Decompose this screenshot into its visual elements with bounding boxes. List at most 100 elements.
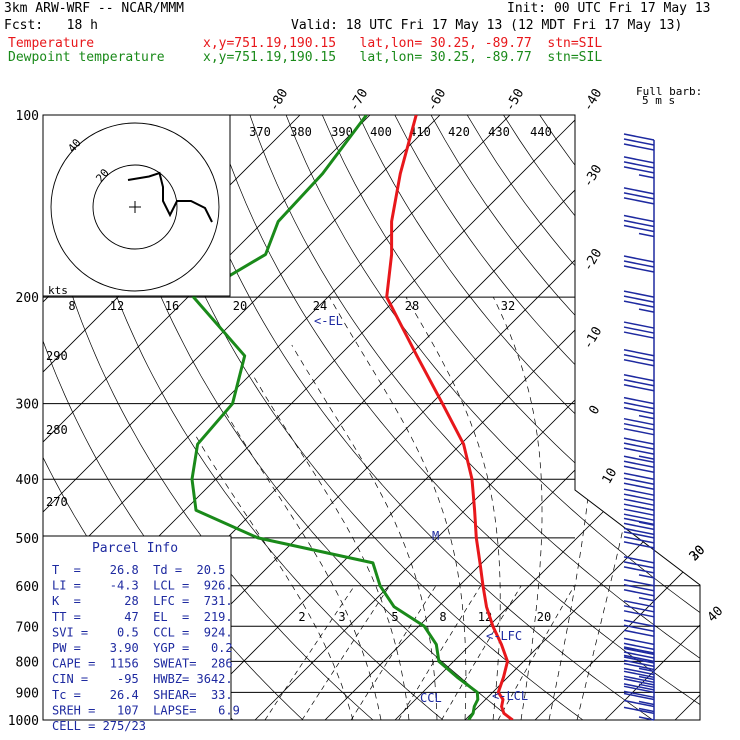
wind-barb [623,662,655,681]
pressure-label: 1000 [8,714,39,729]
dry-adiabat-line [648,115,700,720]
pressure-label: 400 [16,473,39,488]
temperature-tick-label: -30 [581,162,606,190]
pressure-label: 100 [16,109,39,124]
theta-label: 420 [448,125,470,139]
wind-barb [623,600,655,618]
theta-label: 290 [46,349,68,363]
hodograph-units: kts [48,284,68,297]
parcel-info-box: Parcel Info T = 26.8 Td = 20.5 LI = -4.3 L… [42,535,240,733]
theta-label: 390 [331,125,353,139]
pressure-label: 300 [16,398,39,413]
wind-barb [623,531,655,549]
dry-adiabat-line [503,115,700,720]
wind-barb [623,187,655,205]
theta-label: 270 [46,495,68,509]
wind-barb [623,321,655,339]
plot-header: 3km ARW-WRF -- NCAR/MMM Init: 00 UTC Fri… [0,0,740,80]
moist-adiabat-line [576,297,659,720]
pressure-label: 500 [16,532,39,547]
hodograph-trace [127,171,213,223]
dry-adiabat-line [430,115,700,720]
temperature-tick-label: -20 [581,246,606,274]
speed-axis-label: 16 [165,299,179,313]
sounding-annotation: M [432,529,439,543]
speed-axis-label: 20 [233,299,247,313]
dry-adiabat-line [575,115,700,720]
mixing-ratio-line [264,585,355,720]
speed-axis-label: 32 [501,299,515,313]
isotherm-line [43,115,441,720]
plot-frame [43,114,701,721]
theta-label: 430 [488,125,510,139]
isotherm-line [43,115,371,720]
theta-label: 410 [409,125,431,139]
mixing-ratio-label: 3 [338,610,345,624]
wind-barb [623,699,655,713]
temperature-tick-label: -80 [267,86,292,114]
forecast-hour: Fcst: 18 h [4,18,98,33]
wind-barb [623,646,655,664]
temperature-tick-label: -50 [503,86,528,114]
wind-barb [623,156,655,179]
wind-barb [623,133,655,151]
temperature-tick-label: 10 [600,466,621,487]
hodograph-ring [92,164,178,250]
theta-label: 280 [46,423,68,437]
wind-barb [623,488,655,511]
wind-barb [623,654,655,673]
isotherm-line [464,115,700,720]
model-title: 3km ARW-WRF -- NCAR/MMM [4,1,185,16]
mixing-ratio-label: 20 [537,610,551,624]
wind-barb [623,692,655,706]
temperature-tick-label: -70 [347,86,372,114]
wind-barb [623,374,655,392]
temperature-tick-label: 0 [587,403,604,417]
moist-adiabat-line [329,296,467,720]
valid-time: Valid: 18 UTC Fri 17 May 13 (12 MDT Fri … [291,18,683,33]
pressure-label: 900 [16,686,39,701]
isotherm-line [43,115,511,720]
parcel-info-row: CIN = -95 HWBZ= 3642. [52,672,233,686]
parcel-info-row: K = 28 LFC = 731. [52,594,233,608]
dry-adiabat-line [104,115,514,720]
temperature-trace [385,115,514,720]
dry-adiabat-line [321,115,700,720]
wind-barb [623,255,655,273]
wind-barb [623,472,655,490]
pressure-label: 200 [16,291,39,306]
speed-axis-label: 24 [313,299,327,313]
wind-barb [623,556,655,579]
theta-label: 380 [290,125,312,139]
parcel-info-row: CELL = 275/23 [52,719,146,733]
dry-adiabat-line [539,115,700,720]
sounding-annotation: <-LCL [492,689,528,703]
mixing-ratio-line [301,585,390,720]
dry-adiabat-line [611,115,700,720]
temperature-tick-label: -40 [581,86,606,114]
parcel-info-row: SREH = 107 LAPSE= 6.9 [52,703,240,717]
dewpoint-location: x,y=751.19,190.15 lat,lon= 30.25, -89.77… [203,50,603,65]
parcel-info-row: CAPE = 1156 SWEAT= 286 [52,657,233,671]
pressure-label: 600 [16,580,39,595]
wind-barbs: Full barb:5 m s [623,85,702,721]
dry-adiabat-line [177,115,654,720]
wind-barb [623,670,655,689]
dry-adiabat-line [394,115,700,720]
wind-barb [623,517,655,536]
parcel-info-row: TT = 47 EL = 219. [52,610,233,624]
init-time: Init: 00 UTC Fri 17 May 13 [507,1,711,16]
mixing-ratio-label: 2 [298,610,305,624]
isotherm-line [184,115,700,720]
dry-adiabat-line [684,115,700,720]
wind-barb [623,437,655,460]
dry-adiabat-line [68,115,444,720]
isotherm-line [254,115,700,720]
wind-barb [638,716,655,721]
theta-label: 440 [530,125,552,139]
temperature-location: x,y=751.19,190.15 lat,lon= 30.25, -89.77… [203,36,603,51]
sounding-annotation: <-EL [314,314,343,328]
theta-label: 370 [249,125,271,139]
